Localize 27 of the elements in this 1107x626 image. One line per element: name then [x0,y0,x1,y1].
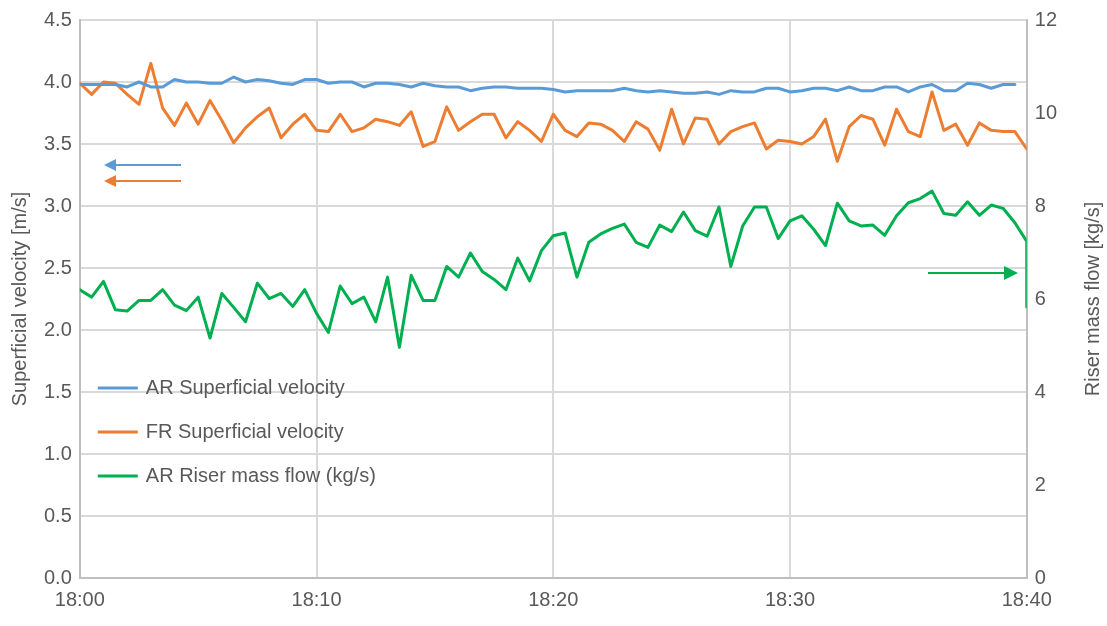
y-tick-label: 0.0 [43,565,72,588]
legend-label: FR Superficial velocity [145,419,344,442]
x-tick-label: 18:40 [1001,587,1052,610]
y2-tick-label: 4 [1034,379,1046,402]
y2-tick-label: 12 [1034,7,1057,30]
y-tick-label: 0.5 [43,503,72,526]
x-tick-label: 18:30 [764,587,816,610]
legend-label: AR Superficial velocity [145,375,345,398]
x-tick-label: 18:00 [54,587,105,610]
y2-axis-title: Riser mass flow [kg/s] [1080,201,1103,397]
x-tick-label: 18:20 [528,587,579,610]
y-tick-label: 3.0 [43,193,72,216]
y-tick-label: 4.0 [43,69,72,92]
y-axis-title: Superficial velocity [m/s] [7,191,30,407]
y2-tick-label: 0 [1034,565,1046,588]
y-tick-label: 4.5 [43,7,72,30]
y2-tick-label: 6 [1034,286,1046,309]
legend-label: AR Riser mass flow (kg/s) [145,463,376,486]
y2-tick-label: 2 [1034,472,1046,495]
y-tick-label: 2.5 [43,255,72,278]
y-tick-label: 1.5 [43,379,72,402]
x-tick-label: 18:10 [291,587,342,610]
y-tick-label: 1.0 [43,441,72,464]
y2-tick-label: 8 [1034,193,1046,216]
y-tick-label: 2.0 [43,317,72,340]
y-tick-label: 3.5 [43,131,72,154]
y2-tick-label: 10 [1034,100,1057,123]
